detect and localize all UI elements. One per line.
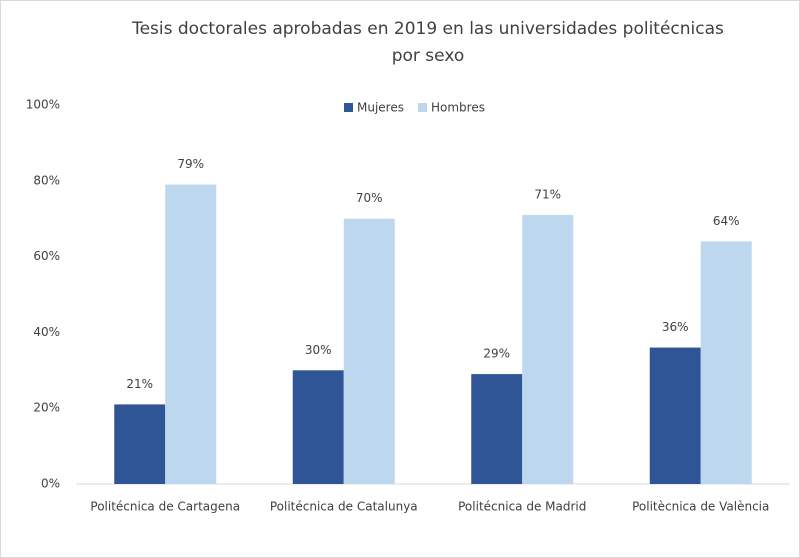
legend-label: Hombres [431, 101, 485, 115]
bar [292, 370, 344, 484]
legend-swatch [344, 103, 353, 112]
y-tick-label: 60% [33, 249, 60, 263]
chart-title: por sexo [392, 46, 465, 66]
value-label: 79% [177, 157, 204, 171]
bar [343, 218, 395, 484]
value-label: 30% [305, 343, 332, 357]
x-tick-label: Politècnica de València [632, 500, 769, 514]
chart-title: Tesis doctorales aprobadas en 2019 en la… [131, 19, 724, 39]
x-tick-label: Politécnica de Madrid [458, 500, 586, 514]
value-label: 70% [356, 191, 383, 205]
bar [471, 374, 523, 484]
bar [165, 184, 217, 484]
bar [700, 241, 752, 484]
y-tick-label: 0% [41, 477, 60, 491]
bar [649, 347, 701, 484]
y-tick-label: 80% [33, 173, 60, 187]
x-tick-label: Politécnica de Catalunya [270, 500, 418, 514]
y-tick-label: 40% [33, 325, 60, 339]
bar [522, 214, 574, 484]
y-tick-label: 100% [26, 98, 60, 112]
value-label: 71% [534, 187, 561, 201]
x-tick-label: Politécnica de Cartagena [90, 500, 240, 514]
value-label: 21% [126, 377, 153, 391]
legend-swatch [417, 103, 427, 112]
value-label: 36% [662, 320, 689, 334]
value-label: 29% [483, 347, 510, 361]
legend-label: Mujeres [357, 101, 404, 115]
value-label: 64% [713, 214, 740, 228]
bar [114, 404, 166, 484]
y-tick-label: 20% [33, 401, 60, 415]
